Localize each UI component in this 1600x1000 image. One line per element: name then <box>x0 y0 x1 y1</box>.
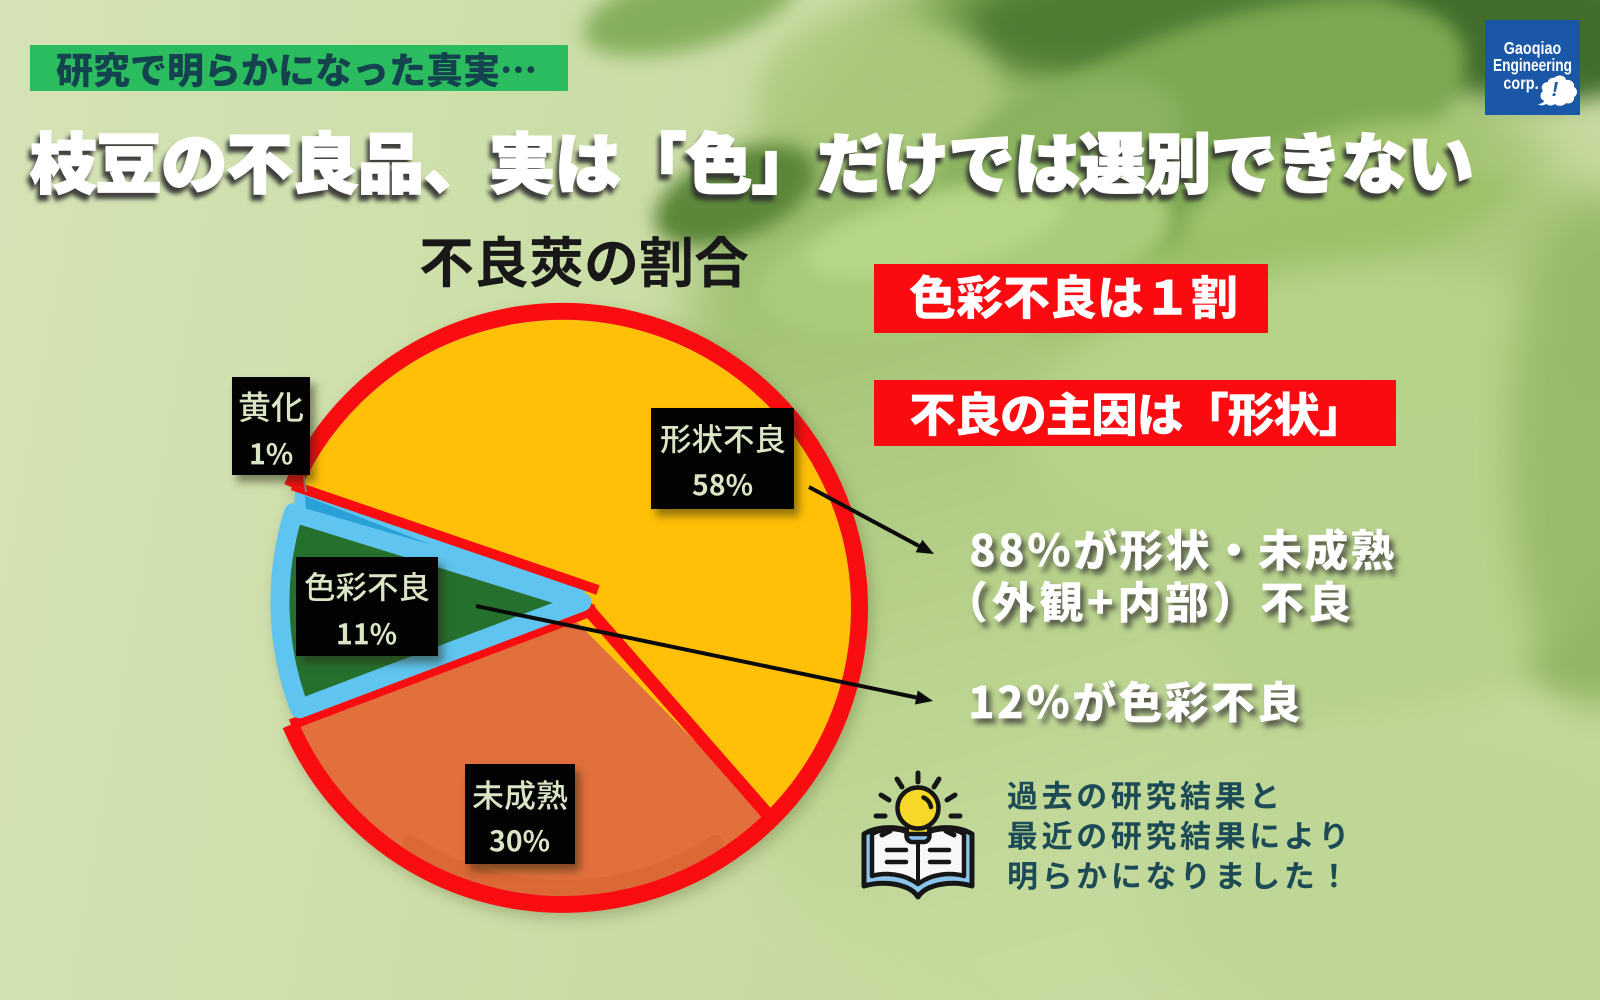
svg-text:corp.: corp. <box>1503 74 1538 94</box>
svg-text:!: ! <box>1552 79 1559 101</box>
svg-text:Engineering: Engineering <box>1493 56 1572 75</box>
svg-text:Gaoqiao: Gaoqiao <box>1504 39 1562 59</box>
